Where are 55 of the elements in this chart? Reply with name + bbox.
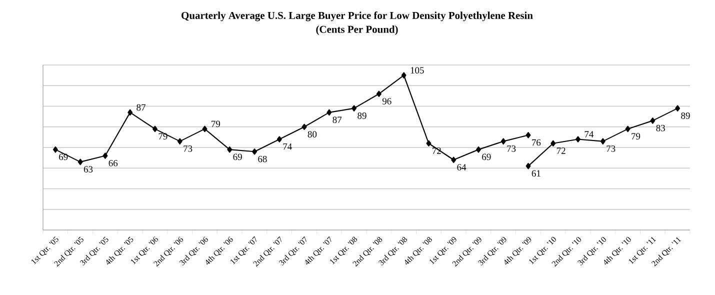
data-label: 63 [84,166,93,172]
point [675,105,680,112]
data-label: 87 [136,104,146,111]
point [550,140,556,147]
data-label: 80 [308,131,317,138]
data-label: 79 [158,133,168,140]
point [476,146,481,153]
point [576,136,581,142]
data-label: 74 [283,143,292,150]
data-label: 87 [332,116,342,124]
point [451,156,456,164]
data-label: 96 [382,98,392,104]
point [177,138,182,144]
point [500,138,506,144]
point [650,118,656,124]
point [202,126,208,132]
data-label: 69 [59,154,68,160]
point [276,136,282,142]
point [302,124,307,130]
data-label: 73 [184,146,192,152]
data-label: 61 [532,170,540,177]
point [52,146,58,153]
data-label: 105 [410,67,424,74]
point [78,158,83,166]
data-label: 64 [457,164,466,170]
data-label: 73 [606,146,616,152]
point [401,72,406,78]
point [376,90,382,98]
data-label: 76 [532,139,541,146]
data-label: 89 [681,112,690,119]
point [352,105,357,112]
point [128,109,133,116]
chart-subtitle: (Cents Per Pound) [316,26,398,35]
data-label: 83 [656,124,665,132]
data-label: 69 [233,154,242,160]
point [252,148,258,155]
point [152,126,158,132]
data-label: 68 [258,156,267,162]
point [102,152,108,159]
data-label: 73 [507,146,516,152]
point [526,162,531,170]
point [625,126,630,132]
data-label: 74 [584,131,594,138]
point [426,140,432,147]
data-label: 69 [482,154,491,160]
point [227,146,232,153]
point [326,109,332,116]
data-label: 79 [632,133,640,140]
data-label: 72 [556,148,566,154]
point [600,138,606,144]
point [526,132,531,138]
data-label: 89 [358,112,366,119]
chart-title: Quarterly Average U.S. Large Buyer Price for Low Density Polyethylene Resin [182,12,533,22]
data-label: 66 [108,160,118,166]
data-label: 79 [212,120,220,128]
